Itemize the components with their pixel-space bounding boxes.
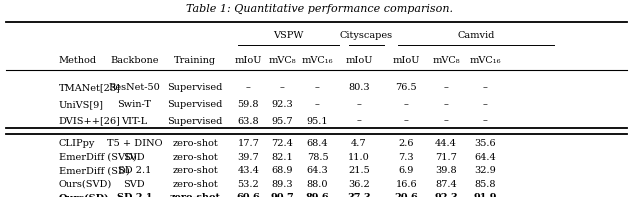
Text: 64.3: 64.3 [307,166,328,175]
Text: UniVS[9]: UniVS[9] [59,100,104,109]
Text: 89.6: 89.6 [306,193,329,197]
Text: SVD: SVD [124,153,145,162]
Text: 7.3: 7.3 [399,153,414,162]
Text: Method: Method [59,56,97,65]
Text: mVC₈: mVC₈ [268,56,296,65]
Text: EmerDiff (SVD): EmerDiff (SVD) [59,153,136,162]
Text: mVC₈: mVC₈ [432,56,460,65]
Text: 59.8: 59.8 [237,100,259,109]
Text: 60.6: 60.6 [236,193,260,197]
Text: 32.9: 32.9 [474,166,496,175]
Text: 91.9: 91.9 [474,193,497,197]
Text: 92.3: 92.3 [271,100,293,109]
Text: 68.9: 68.9 [271,166,293,175]
Text: –: – [444,83,449,92]
Text: zero-shot: zero-shot [172,139,218,148]
Text: –: – [483,117,488,126]
Text: –: – [356,100,362,109]
Text: 53.2: 53.2 [237,180,259,189]
Text: mIoU: mIoU [235,56,262,65]
Text: Swin-T: Swin-T [117,100,152,109]
Text: Backbone: Backbone [110,56,159,65]
Text: zero-shot: zero-shot [172,166,218,175]
Text: 2.6: 2.6 [399,139,414,148]
Text: 90.7: 90.7 [270,193,294,197]
Text: 39.8: 39.8 [435,166,457,175]
Text: –: – [280,83,285,92]
Text: –: – [444,100,449,109]
Text: 80.3: 80.3 [348,83,370,92]
Text: 36.2: 36.2 [348,180,370,189]
Text: 87.4: 87.4 [435,180,457,189]
Text: 39.7: 39.7 [237,153,259,162]
Text: 68.4: 68.4 [307,139,328,148]
Text: CLIPpy: CLIPpy [59,139,95,148]
Text: Camvid: Camvid [457,31,495,40]
Text: 35.6: 35.6 [474,139,496,148]
Text: –: – [404,100,409,109]
Text: 43.4: 43.4 [237,166,259,175]
Text: 72.4: 72.4 [271,139,293,148]
Text: Ours(SVD): Ours(SVD) [59,180,112,189]
Text: 11.0: 11.0 [348,153,370,162]
Text: –: – [483,83,488,92]
Text: mVC₁₆: mVC₁₆ [469,56,501,65]
Text: 85.8: 85.8 [474,180,496,189]
Text: 4.7: 4.7 [351,139,367,148]
Text: 88.0: 88.0 [307,180,328,189]
Text: 16.6: 16.6 [396,180,417,189]
Text: 20.6: 20.6 [394,193,419,197]
Text: 6.9: 6.9 [399,166,414,175]
Text: Training: Training [174,56,216,65]
Text: TMANet[23]: TMANet[23] [59,83,121,92]
Text: DVIS++[26]: DVIS++[26] [59,117,121,126]
Text: mIoU: mIoU [346,56,372,65]
Text: –: – [404,117,409,126]
Text: 44.4: 44.4 [435,139,457,148]
Text: 63.8: 63.8 [237,117,259,126]
Text: SVD: SVD [124,180,145,189]
Text: VIT-L: VIT-L [121,117,148,126]
Text: ResNet-50: ResNet-50 [109,83,160,92]
Text: 71.7: 71.7 [435,153,457,162]
Text: 89.3: 89.3 [271,180,293,189]
Text: 21.5: 21.5 [348,166,370,175]
Text: 37.3: 37.3 [348,193,371,197]
Text: –: – [483,100,488,109]
Text: 78.5: 78.5 [307,153,328,162]
Text: VSPW: VSPW [273,31,304,40]
Text: 82.1: 82.1 [271,153,293,162]
Text: –: – [315,100,320,109]
Text: Supervised: Supervised [168,83,223,92]
Text: 95.7: 95.7 [271,117,293,126]
Text: 64.4: 64.4 [474,153,496,162]
Text: zero-shot: zero-shot [170,193,221,197]
Text: 76.5: 76.5 [396,83,417,92]
Text: zero-shot: zero-shot [172,153,218,162]
Text: –: – [444,117,449,126]
Text: Supervised: Supervised [168,117,223,126]
Text: Table 1: Quantitative performance comparison.: Table 1: Quantitative performance compar… [186,4,454,14]
Text: Ours(SD): Ours(SD) [59,193,109,197]
Text: EmerDiff (SD): EmerDiff (SD) [59,166,130,175]
Text: SD 2.1: SD 2.1 [118,166,151,175]
Text: Cityscapes: Cityscapes [340,31,393,40]
Text: zero-shot: zero-shot [172,180,218,189]
Text: –: – [246,83,251,92]
Text: –: – [315,83,320,92]
Text: 92.3: 92.3 [435,193,458,197]
Text: T5 + DINO: T5 + DINO [107,139,162,148]
Text: mIoU: mIoU [393,56,420,65]
Text: –: – [356,117,362,126]
Text: SD 2.1: SD 2.1 [116,193,152,197]
Text: 17.7: 17.7 [237,139,259,148]
Text: mVC₁₆: mVC₁₆ [301,56,333,65]
Text: Supervised: Supervised [168,100,223,109]
Text: 95.1: 95.1 [307,117,328,126]
